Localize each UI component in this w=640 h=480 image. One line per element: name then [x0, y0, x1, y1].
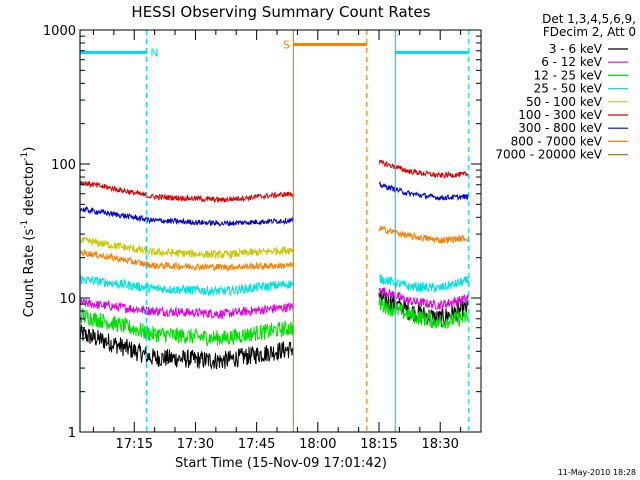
- x-tick-label: 18:30: [421, 437, 458, 452]
- flag-group: NS: [79, 30, 470, 432]
- series-800-7000-kev: [79, 225, 469, 272]
- y-tick-label: 1000: [43, 24, 76, 39]
- legend-header-config: FDecim 2, Att 0: [543, 25, 636, 39]
- series-12-25-kev: [79, 296, 469, 347]
- series-3-6-kev: [79, 289, 469, 370]
- footer-timestamp: 11-May-2010 18:28: [558, 468, 636, 477]
- legend-label-100-300-kev: 100 - 300 keV: [518, 108, 602, 122]
- x-axis: 17:15 17:30 17:45 18:00 18:15 18:30: [92, 30, 482, 452]
- legend-label-7000-20000-kev: 7000 - 20000 keV: [495, 148, 602, 162]
- legend: Det 1,3,4,5,6,9, FDecim 2, Att 0 3 - 6 k…: [495, 12, 636, 162]
- legend-header-detectors: Det 1,3,4,5,6,9,: [542, 12, 636, 26]
- flag-label: N: [150, 46, 158, 59]
- data-series-group: [79, 159, 469, 370]
- trace-100-300-kev-b: [378, 159, 469, 179]
- trace-12-25-kev-b: [378, 296, 469, 329]
- series-300-800-kev: [79, 181, 469, 227]
- trace-100-300-kev-a: [79, 180, 294, 204]
- trace-800-7000-kev-b: [378, 225, 469, 245]
- trace-300-800-kev-a: [79, 206, 294, 227]
- trace-25-50-kev-a: [79, 274, 294, 297]
- x-tick-label: 18:15: [360, 437, 397, 452]
- legend-label-3-6-kev: 3 - 6 keV: [549, 42, 603, 56]
- x-axis-label: Start Time (15-Nov-09 17:01:42): [175, 456, 387, 471]
- y-axis: 1 10 100 1000: [43, 24, 481, 441]
- y-axis-label: Count Rate (s-1 detector-1): [20, 147, 37, 318]
- trace-25-50-kev-b: [378, 274, 469, 293]
- x-tick-label: 17:15: [116, 437, 153, 452]
- trace-300-800-kev-b: [378, 181, 469, 202]
- chart-title: HESSI Observing Summary Count Rates: [131, 3, 430, 21]
- trace-6-12-kev-a: [79, 298, 294, 320]
- y-tick-label: 10: [59, 292, 76, 307]
- legend-label-25-50-kev: 25 - 50 keV: [534, 82, 603, 96]
- y-tick-label: 1: [68, 426, 76, 441]
- series-25-50-kev: [79, 274, 469, 297]
- trace-6-12-kev-b: [378, 287, 469, 310]
- trace-3-6-kev-a: [79, 324, 294, 370]
- series-100-300-kev: [79, 159, 469, 204]
- legend-label-300-800-kev: 300 - 800 keV: [518, 121, 602, 135]
- y-tick-label: 100: [51, 158, 76, 173]
- x-tick-label: 18:00: [299, 437, 336, 452]
- legend-label-6-12-kev: 6 - 12 keV: [541, 55, 603, 69]
- flag-label: S: [283, 38, 290, 51]
- plot-frame: [79, 29, 482, 433]
- series-6-12-kev: [79, 287, 469, 320]
- x-tick-label: 17:30: [177, 437, 214, 452]
- trace-50-100-kev-a: [79, 236, 294, 260]
- series-50-100-kev: [79, 236, 294, 260]
- legend-label-50-100-kev: 50 - 100 keV: [526, 95, 603, 109]
- legend-label-800-7000-kev: 800 - 7000 keV: [511, 134, 603, 148]
- trace-800-7000-kev-a: [79, 249, 294, 272]
- x-tick-label: 17:45: [238, 437, 275, 452]
- trace-12-25-kev-a: [79, 307, 294, 347]
- legend-label-12-25-kev: 12 - 25 keV: [534, 68, 603, 82]
